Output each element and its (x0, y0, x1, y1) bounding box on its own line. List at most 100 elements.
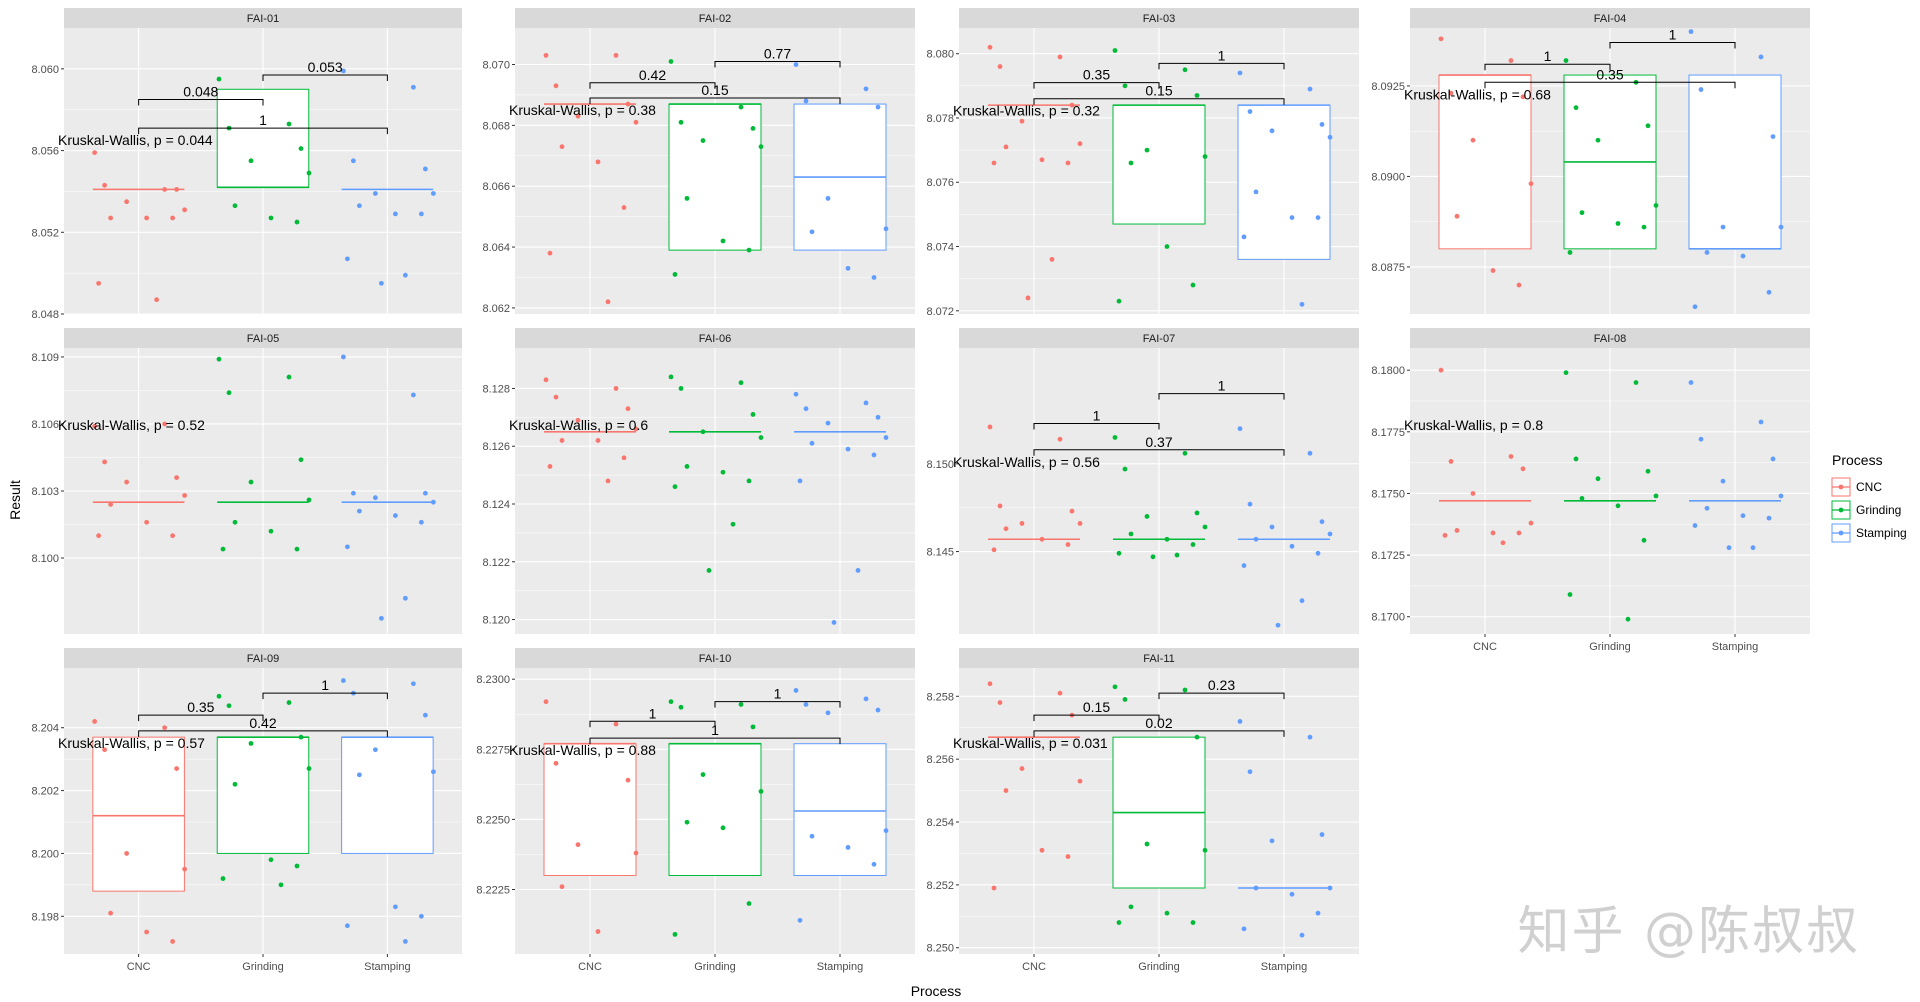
data-point-cnc (553, 760, 559, 766)
data-point-grinding (1112, 684, 1118, 690)
data-point-stamping (1766, 515, 1772, 521)
data-point-grinding (1150, 554, 1156, 560)
y-tick-label: 8.1800 (1371, 365, 1405, 377)
box-grinding (216, 736, 310, 854)
data-point-grinding (1122, 697, 1128, 702)
data-point-cnc (1500, 540, 1506, 546)
data-point-cnc (1057, 54, 1063, 60)
facet-strip (64, 328, 462, 348)
data-point-grinding (1190, 920, 1196, 925)
y-tick-label: 8.060 (31, 64, 59, 76)
box-stamping (793, 743, 887, 876)
data-point-cnc (613, 386, 619, 391)
data-point-cnc (108, 215, 114, 221)
data-point-stamping (344, 544, 350, 550)
data-point-grinding (1144, 841, 1150, 847)
data-point-stamping (410, 392, 416, 398)
data-point-grinding (668, 699, 674, 705)
data-point-grinding (1202, 154, 1208, 159)
data-point-stamping (863, 86, 869, 92)
x-tick-label: Grinding (694, 961, 736, 973)
data-point-cnc (625, 406, 631, 412)
facet-strip (959, 8, 1359, 28)
data-point-grinding (746, 901, 752, 906)
legend-label-grinding: Grinding (1856, 503, 1901, 517)
x-tick-label: Grinding (1138, 961, 1180, 973)
data-point-grinding (1122, 83, 1128, 89)
data-point-grinding (700, 772, 706, 777)
data-point-stamping (1307, 86, 1313, 92)
legend-key-point (1838, 484, 1844, 490)
data-point-cnc (1516, 530, 1522, 536)
kruskal-wallis-label: Kruskal-Wallis, p = 0.52 (58, 417, 205, 433)
y-tick-label: 8.1725 (1371, 550, 1405, 562)
data-point-cnc (124, 199, 130, 205)
data-point-cnc (92, 719, 98, 724)
data-point-stamping (1720, 224, 1726, 230)
y-tick-label: 8.124 (482, 499, 510, 511)
data-point-grinding (700, 138, 706, 143)
box-grinding (668, 103, 762, 251)
data-point-grinding (298, 457, 304, 463)
data-point-cnc (1448, 90, 1454, 96)
comparison-p-value: 0.23 (1208, 677, 1235, 693)
y-axis-title: Result (7, 480, 23, 520)
comparison-p-value: 0.42 (249, 715, 276, 731)
comparison-bracket (1158, 393, 1285, 400)
comparison-p-value: 0.35 (187, 699, 214, 715)
data-point-stamping (803, 406, 809, 412)
data-point-cnc (1065, 160, 1071, 166)
data-point-grinding (1645, 123, 1651, 129)
data-point-grinding (1112, 435, 1118, 440)
data-point-grinding (220, 876, 226, 881)
data-point-grinding (1190, 542, 1196, 547)
facet-title: FAI-11 (1143, 653, 1175, 665)
y-tick-label: 8.252 (926, 880, 954, 892)
y-tick-label: 8.1775 (1371, 427, 1405, 439)
data-point-stamping (1319, 832, 1325, 837)
data-point-stamping (809, 833, 815, 839)
y-tick-label: 8.052 (31, 227, 59, 239)
data-point-grinding (286, 700, 292, 705)
comparison-bracket (1609, 41, 1736, 49)
data-point-grinding (738, 380, 744, 386)
data-point-cnc (182, 207, 188, 213)
data-point-stamping (372, 191, 378, 196)
x-tick-label: Stamping (817, 961, 863, 973)
data-point-cnc (108, 910, 114, 916)
data-point-stamping (356, 772, 362, 778)
data-point-grinding (1573, 456, 1579, 462)
data-point-grinding (758, 435, 764, 440)
data-point-cnc (553, 83, 559, 89)
comparison-p-value: 1 (1544, 48, 1552, 64)
data-point-stamping (410, 84, 416, 90)
data-point-cnc (987, 424, 993, 430)
data-point-grinding (1579, 495, 1585, 501)
y-tick-label: 8.103 (31, 486, 59, 498)
data-point-stamping (1241, 234, 1247, 240)
data-point-cnc (595, 438, 601, 443)
facet-title: FAI-05 (247, 333, 279, 345)
data-point-grinding (684, 464, 690, 469)
data-point-stamping (1269, 524, 1275, 530)
data-point-stamping (793, 391, 799, 397)
data-point-grinding (294, 546, 300, 552)
data-point-grinding (248, 158, 254, 164)
comparison-p-value: 1 (711, 722, 719, 738)
data-point-grinding (226, 703, 232, 709)
facet-strip (64, 648, 462, 668)
comparison-bracket (262, 74, 388, 81)
data-point-grinding (720, 469, 726, 475)
data-point-grinding (1633, 380, 1639, 385)
data-point-cnc (1057, 690, 1063, 696)
box-grinding (1112, 104, 1206, 225)
y-tick-label: 8.150 (926, 459, 954, 471)
data-point-grinding (672, 272, 678, 277)
y-tick-label: 8.068 (482, 120, 510, 132)
data-point-cnc (543, 699, 549, 705)
data-point-grinding (750, 724, 756, 730)
data-point-cnc (633, 119, 639, 125)
data-point-grinding (672, 484, 678, 490)
data-point-cnc (1057, 436, 1063, 442)
facet-title: FAI-07 (1143, 333, 1175, 345)
